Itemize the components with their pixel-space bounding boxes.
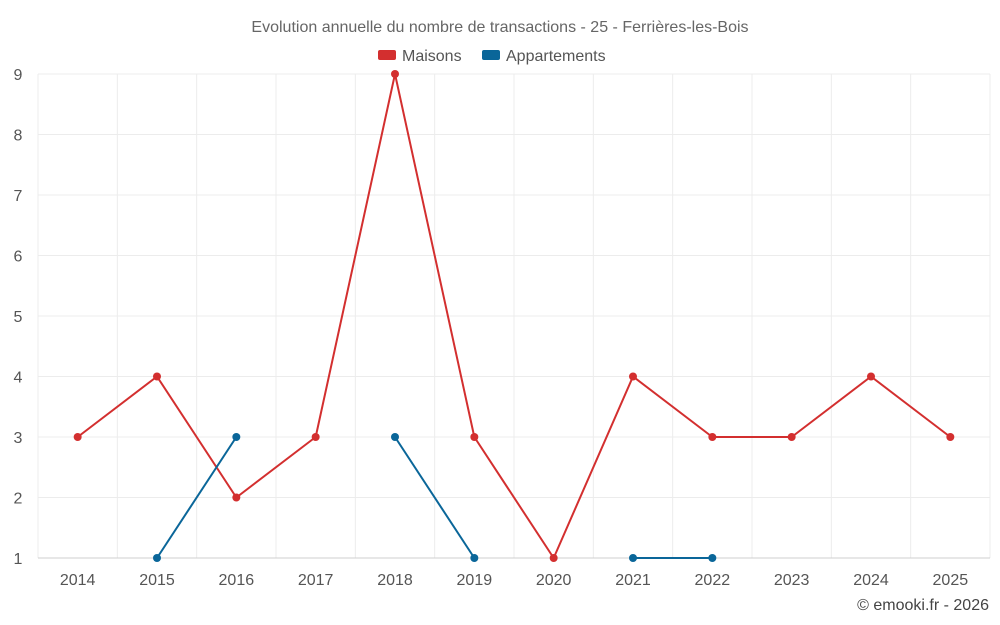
x-axis-ticks: 2014 2015 2016 2017 2018 2019 2020 2021 2022 2023…: [60, 572, 968, 589]
x-tick-label: 2014: [60, 572, 96, 589]
legend-label-maisons[interactable]: Maisons: [402, 48, 462, 65]
x-tick-label: 2019: [457, 572, 493, 589]
data-point-appartements[interactable]: [232, 433, 241, 441]
legend-label-appartements[interactable]: Appartements: [506, 48, 606, 65]
y-tick-label: 3: [14, 430, 23, 447]
y-tick-label: 2: [14, 491, 23, 508]
x-tick-label: 2021: [615, 572, 651, 589]
x-tick-label: 2025: [933, 572, 969, 589]
y-tick-label: 6: [14, 249, 23, 266]
data-point-maisons[interactable]: [787, 433, 796, 441]
data-point-maisons[interactable]: [549, 554, 558, 562]
y-tick-label: 1: [14, 551, 23, 568]
y-tick-label: 9: [14, 67, 23, 84]
legend: Maisons Appartements: [378, 48, 606, 65]
x-tick-label: 2015: [139, 572, 175, 589]
data-point-maisons[interactable]: [867, 372, 875, 381]
x-tick-label: 2018: [377, 572, 413, 589]
grid: [37, 73, 991, 559]
data-point-appartements[interactable]: [391, 433, 399, 441]
data-point-maisons[interactable]: [232, 493, 241, 502]
data-point-maisons[interactable]: [391, 70, 399, 78]
y-tick-label: 7: [14, 188, 23, 205]
data-point-appartements[interactable]: [629, 554, 637, 562]
data-point-maisons[interactable]: [311, 433, 320, 441]
x-tick-label: 2023: [774, 572, 810, 589]
data-point-maisons[interactable]: [946, 433, 955, 441]
y-tick-label: 8: [14, 128, 23, 145]
chart-title: Evolution annuelle du nombre de transact…: [251, 19, 748, 36]
y-tick-label: 5: [14, 309, 23, 326]
series-line-appartements: [156, 436, 238, 559]
x-tick-label: 2022: [695, 572, 731, 589]
series-line-maisons: [77, 73, 951, 559]
data-point-maisons[interactable]: [73, 433, 82, 441]
data-point-maisons[interactable]: [153, 372, 161, 381]
y-axis-ticks: 1 2 3 4 5 6 7 8 9: [14, 67, 23, 568]
data-point-appartements[interactable]: [153, 554, 161, 562]
y-tick-label: 4: [14, 370, 23, 387]
data-point-appartements[interactable]: [708, 554, 717, 562]
data-point-appartements[interactable]: [470, 554, 479, 562]
credit-text: © emooki.fr - 2026: [857, 597, 989, 614]
x-tick-label: 2017: [298, 572, 334, 589]
series-group: [73, 70, 955, 562]
data-point-maisons[interactable]: [708, 433, 717, 441]
series-line-appartements: [394, 436, 476, 559]
legend-swatch-appartements: [482, 50, 500, 60]
x-tick-label: 2024: [853, 572, 889, 589]
data-point-maisons[interactable]: [629, 372, 637, 381]
data-point-maisons[interactable]: [470, 433, 479, 441]
legend-swatch-maisons: [378, 50, 396, 60]
x-tick-label: 2016: [219, 572, 255, 589]
x-tick-label: 2020: [536, 572, 572, 589]
